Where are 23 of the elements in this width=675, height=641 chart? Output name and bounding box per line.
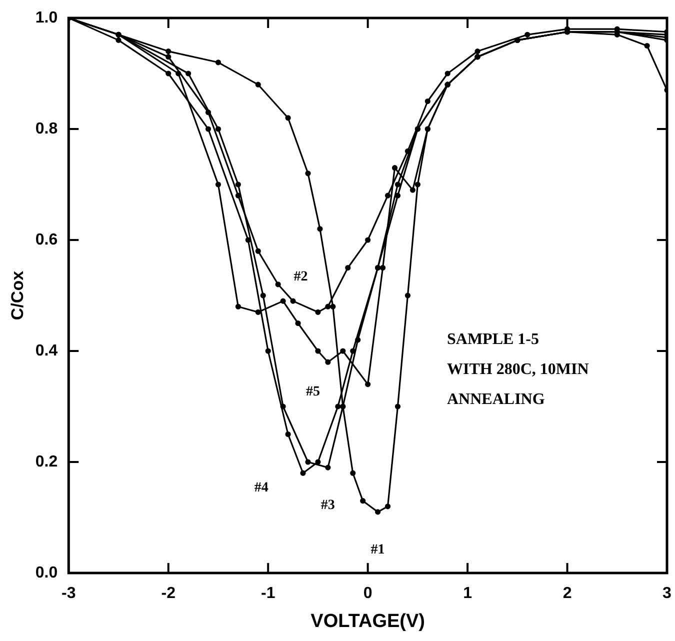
- annotation: #5: [306, 384, 320, 400]
- x-tick-label: -1: [260, 585, 276, 602]
- annotation: #1: [370, 542, 385, 558]
- x-tick-label: -2: [161, 585, 176, 602]
- annotation: #3: [320, 498, 335, 514]
- x-tick-label: -3: [62, 585, 76, 602]
- annotation: #2: [294, 270, 308, 285]
- x-tick-label: 1: [463, 585, 472, 602]
- y-axis-title: C/Cox: [8, 270, 27, 320]
- annotation: #4: [254, 480, 268, 496]
- x-tick-label: 2: [562, 585, 572, 602]
- x-tick-label: 0: [363, 585, 372, 602]
- y-tick-label: 0.4: [35, 342, 58, 360]
- x-axis-title: VOLTAGE(V): [310, 610, 425, 632]
- annotation: SAMPLE 1-5: [447, 331, 539, 348]
- x-tick-label: 3: [662, 585, 672, 602]
- annotation: WITH 280C, 10MIN: [447, 361, 590, 378]
- y-tick-label: 0.2: [35, 453, 58, 470]
- y-tick-label: 0.6: [35, 231, 58, 248]
- y-tick-label: 1.0: [35, 9, 58, 26]
- annotation: ANNEALING: [447, 391, 546, 408]
- y-tick-label: 0.8: [35, 120, 58, 138]
- y-tick-label: 0.0: [35, 564, 58, 582]
